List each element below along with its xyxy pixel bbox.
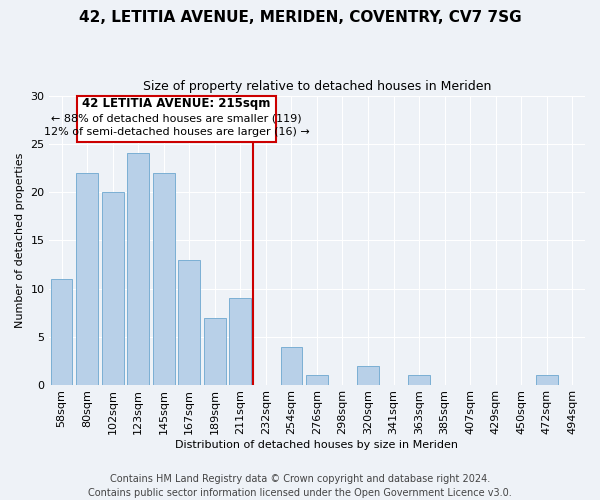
- Bar: [153, 173, 175, 385]
- Text: 12% of semi-detached houses are larger (16) →: 12% of semi-detached houses are larger (…: [44, 127, 310, 137]
- X-axis label: Distribution of detached houses by size in Meriden: Distribution of detached houses by size …: [175, 440, 458, 450]
- Bar: [306, 376, 328, 385]
- Text: 42 LETITIA AVENUE: 215sqm: 42 LETITIA AVENUE: 215sqm: [82, 97, 271, 110]
- Bar: [281, 346, 302, 385]
- FancyBboxPatch shape: [77, 96, 276, 142]
- Text: Contains HM Land Registry data © Crown copyright and database right 2024.
Contai: Contains HM Land Registry data © Crown c…: [88, 474, 512, 498]
- Text: 42, LETITIA AVENUE, MERIDEN, COVENTRY, CV7 7SG: 42, LETITIA AVENUE, MERIDEN, COVENTRY, C…: [79, 10, 521, 25]
- Bar: [204, 318, 226, 385]
- Bar: [536, 376, 557, 385]
- Title: Size of property relative to detached houses in Meriden: Size of property relative to detached ho…: [143, 80, 491, 93]
- Bar: [76, 173, 98, 385]
- Y-axis label: Number of detached properties: Number of detached properties: [15, 152, 25, 328]
- Text: ← 88% of detached houses are smaller (119): ← 88% of detached houses are smaller (11…: [51, 114, 302, 124]
- Bar: [102, 192, 124, 385]
- Bar: [178, 260, 200, 385]
- Bar: [127, 154, 149, 385]
- Bar: [408, 376, 430, 385]
- Bar: [229, 298, 251, 385]
- Bar: [51, 279, 73, 385]
- Bar: [357, 366, 379, 385]
